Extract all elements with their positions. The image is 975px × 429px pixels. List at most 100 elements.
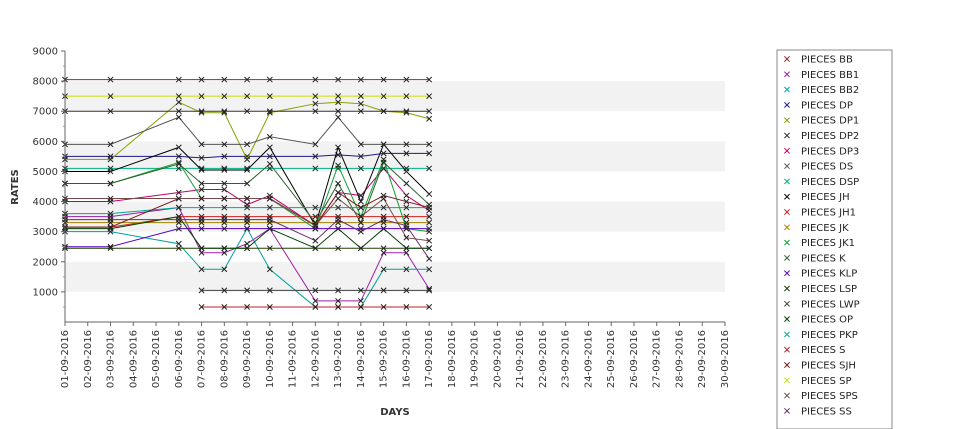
data-point [380, 225, 387, 232]
data-point [357, 228, 364, 235]
data-point [198, 195, 205, 202]
x-tick-label: 12-09-2016 [310, 330, 321, 388]
legend-item: PIECES SS [784, 406, 852, 417]
data-point [403, 234, 410, 241]
x-tick-label: 02-09-2016 [83, 330, 94, 388]
x-tick-label: 15-09-2016 [379, 330, 390, 388]
legend-label: PIECES BB2 [801, 85, 859, 96]
data-point [221, 76, 228, 83]
data-point [357, 204, 364, 211]
data-point [426, 141, 433, 148]
data-point [403, 303, 410, 310]
data-point [335, 216, 342, 223]
data-point [426, 204, 433, 211]
data-point [221, 141, 228, 148]
x-axis-title: DAYS [380, 407, 410, 418]
legend-label: PIECES SP [801, 376, 852, 387]
x-tick-label: 29-09-2016 [697, 330, 708, 388]
data-point [266, 303, 273, 310]
data-point [380, 150, 387, 157]
legend: PIECES BB PIECES BB1 PIECES BB2 PIECES DP PI… [776, 49, 893, 429]
data-point [312, 100, 319, 107]
x-tick-label: 23-09-2016 [561, 330, 572, 388]
data-point [266, 144, 273, 151]
legend-marker [784, 377, 790, 384]
data-point [335, 297, 342, 304]
data-point [198, 249, 205, 256]
data-point [244, 156, 251, 163]
data-point [403, 287, 410, 294]
x-tick-label: 13-09-2016 [333, 330, 344, 388]
data-point [312, 93, 319, 100]
y-axis-title: RATES [10, 169, 21, 205]
data-point [380, 245, 387, 252]
series-pieces-sps [62, 195, 433, 244]
data-point [107, 168, 114, 175]
legend-marker [784, 178, 790, 185]
data-point [244, 180, 251, 187]
data-point [380, 249, 387, 256]
legend-marker [784, 56, 790, 62]
data-point [403, 198, 410, 205]
data-point [357, 287, 364, 294]
legend-label: PIECES BB [801, 55, 853, 66]
data-point [335, 99, 342, 106]
series-pieces-jh [62, 141, 433, 229]
data-point [357, 76, 364, 83]
data-point [426, 225, 433, 232]
data-point [266, 225, 273, 232]
data-point [426, 165, 433, 172]
legend-box [776, 49, 893, 429]
data-point [107, 210, 114, 217]
data-point [244, 245, 251, 252]
data-point [312, 297, 319, 304]
data-point [403, 76, 410, 83]
x-tick-label: 21-09-2016 [515, 330, 526, 388]
data-point [426, 303, 433, 310]
data-point [357, 153, 364, 160]
x-tick-label: 14-09-2016 [356, 330, 367, 388]
x-tick-label: 28-09-2016 [674, 330, 685, 388]
data-point [426, 266, 433, 273]
legend-marker [784, 117, 790, 124]
data-point [266, 245, 273, 252]
x-tick-label: 08-09-2016 [219, 330, 230, 388]
legend-label: PIECES JK1 [801, 238, 855, 249]
data-point [403, 213, 410, 220]
grid-band [65, 261, 725, 292]
data-point [335, 303, 342, 310]
data-point [335, 162, 342, 169]
data-point [221, 195, 228, 202]
data-point [266, 216, 273, 223]
grid-band [65, 171, 725, 202]
x-tick-label: 09-09-2016 [242, 330, 253, 388]
data-point [198, 287, 205, 294]
legend-marker [784, 193, 790, 200]
data-point [244, 225, 251, 232]
data-point [335, 144, 342, 151]
legend-marker [784, 101, 790, 108]
legend-item: PIECES JH [784, 192, 850, 203]
data-point [403, 168, 410, 175]
axes: 1000 2000 3000 4000 5000 6000 7000 8000 9000 01-0… [33, 47, 731, 389]
y-tick-label: 7000 [33, 107, 58, 118]
legend-label: PIECES DP2 [801, 131, 859, 142]
data-point [312, 222, 319, 229]
data-point [357, 141, 364, 148]
data-point [175, 99, 182, 106]
data-point [198, 93, 205, 100]
x-tick-label: 26-09-2016 [629, 330, 640, 388]
data-point [175, 195, 182, 202]
y-tick-label: 2000 [33, 257, 58, 268]
x-tick-label: 06-09-2016 [174, 330, 185, 388]
legend-item: PIECES OP [784, 315, 853, 326]
x-tick-label: 16-09-2016 [401, 330, 412, 388]
data-point [198, 154, 205, 161]
x-tick-label: 03-09-2016 [106, 330, 117, 388]
data-point [335, 114, 342, 121]
data-point [380, 108, 387, 115]
data-point [221, 216, 228, 223]
legend-marker [784, 407, 790, 414]
data-point [266, 160, 273, 167]
legend-label: PIECES LWP [801, 299, 860, 310]
